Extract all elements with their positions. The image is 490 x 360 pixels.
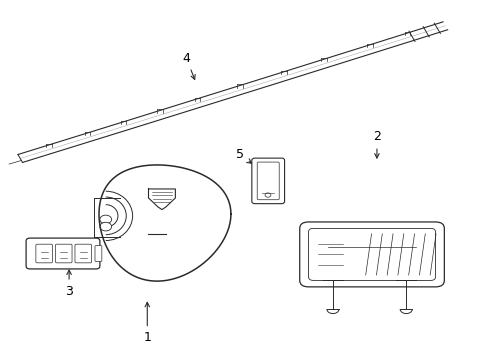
- Circle shape: [265, 193, 271, 197]
- FancyBboxPatch shape: [300, 222, 444, 287]
- Text: 3: 3: [65, 270, 73, 298]
- FancyBboxPatch shape: [26, 238, 100, 269]
- Text: 1: 1: [144, 302, 151, 344]
- Text: 2: 2: [373, 130, 381, 158]
- FancyBboxPatch shape: [36, 244, 52, 263]
- FancyBboxPatch shape: [257, 162, 279, 200]
- FancyBboxPatch shape: [75, 244, 92, 263]
- FancyBboxPatch shape: [309, 228, 436, 280]
- Circle shape: [100, 222, 112, 231]
- Circle shape: [100, 215, 112, 224]
- FancyBboxPatch shape: [55, 244, 72, 263]
- Text: 5: 5: [236, 148, 251, 163]
- FancyBboxPatch shape: [252, 158, 285, 204]
- Text: 4: 4: [182, 51, 195, 80]
- FancyBboxPatch shape: [95, 246, 102, 261]
